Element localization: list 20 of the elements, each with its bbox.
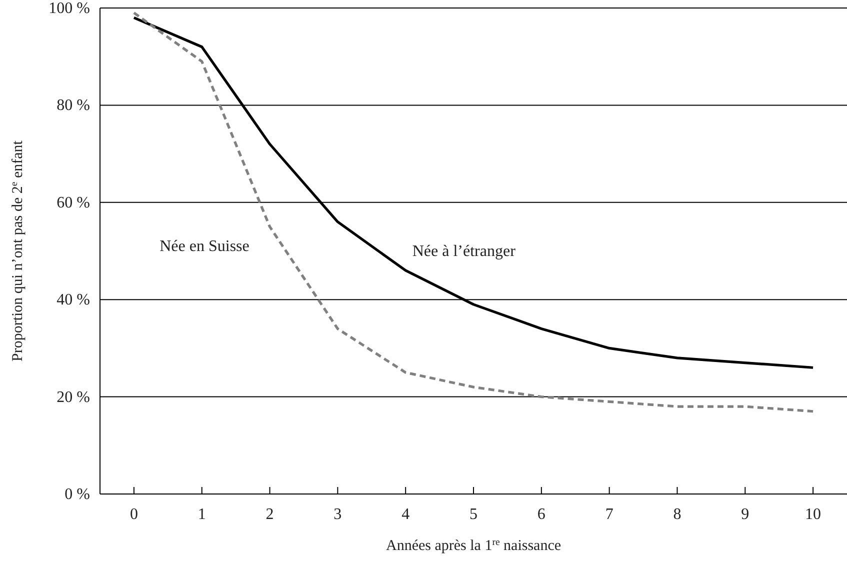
x-axis-title: Années après la 1$^{re}$ naissance bbox=[386, 536, 562, 554]
x-tick-label: 9 bbox=[741, 506, 750, 523]
series-label: Née en Suisse bbox=[160, 238, 250, 255]
series-label: Née à l’étranger bbox=[412, 242, 516, 260]
x-tick-label: 0 bbox=[130, 506, 138, 523]
x-tick-label: 2 bbox=[266, 506, 274, 523]
x-tick-label: 6 bbox=[537, 506, 546, 523]
x-tick-label: 7 bbox=[605, 506, 614, 523]
x-tick-label: 8 bbox=[673, 506, 682, 523]
x-tick-label: 10 bbox=[805, 506, 822, 523]
x-tick-label: 1 bbox=[198, 506, 206, 523]
y-tick-label: 80 % bbox=[56, 97, 90, 114]
x-tick-label: 5 bbox=[470, 506, 478, 523]
x-tick-label: 3 bbox=[334, 506, 342, 523]
y-tick-label: 60 % bbox=[56, 194, 90, 212]
y-tick-label: 40 % bbox=[56, 292, 90, 309]
y-tick-label: 20 % bbox=[56, 388, 90, 406]
y-tick-label: 100 % bbox=[48, 0, 90, 17]
y-tick-label: 0 % bbox=[64, 486, 90, 503]
x-tick-label: 4 bbox=[402, 506, 410, 523]
